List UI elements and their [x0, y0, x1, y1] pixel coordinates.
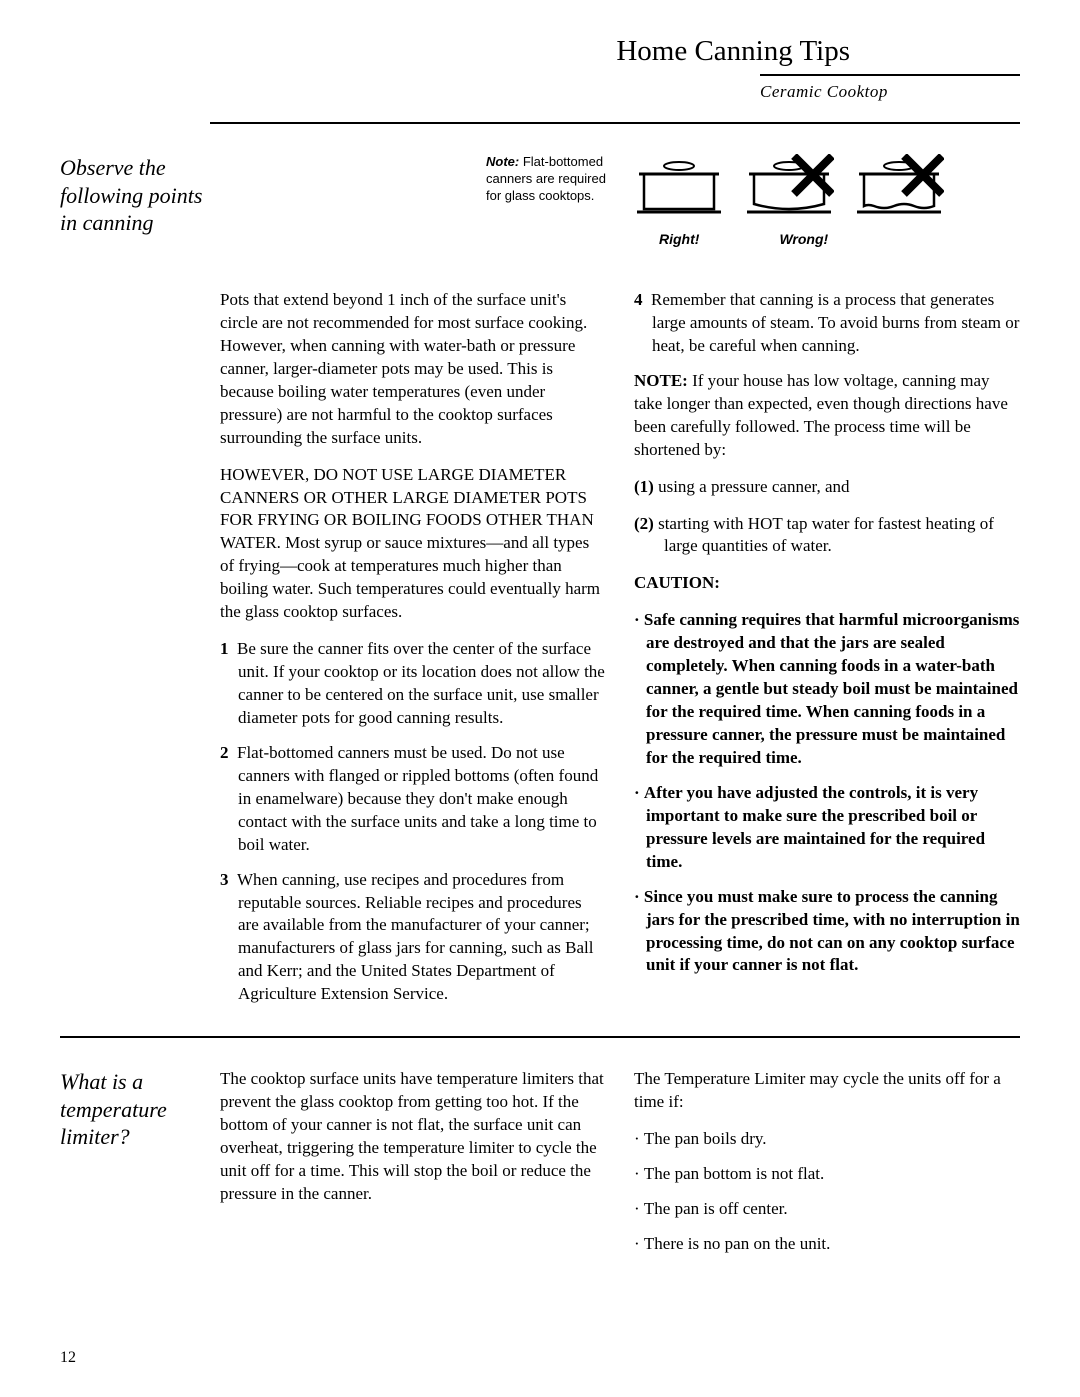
- subtitle-wrap: Ceramic Cooktop: [60, 74, 1020, 102]
- caution-text: Since you must make sure to process the …: [644, 887, 1020, 975]
- bullet-text: The pan bottom is not flat.: [644, 1164, 824, 1183]
- section-heading: Observe the following points in canning: [60, 154, 210, 237]
- sub-num: (1): [634, 477, 654, 496]
- note-label: NOTE:: [634, 371, 688, 390]
- caution-item: · Since you must make sure to process th…: [634, 886, 1020, 978]
- sidebar: What is a temperature limiter?: [60, 1068, 220, 1268]
- pot-wrong-icon-1: [744, 154, 834, 219]
- right-label: Right!: [659, 231, 699, 247]
- list-item: 3 When canning, use recipes and procedur…: [220, 869, 606, 1007]
- left-column: The cooktop surface units have temperatu…: [220, 1068, 606, 1268]
- bullet-item: · The pan boils dry.: [634, 1128, 1020, 1151]
- list-item: 1 Be sure the canner fits over the cente…: [220, 638, 606, 730]
- note-label: Note:: [486, 154, 519, 169]
- sub-item: (2) starting with HOT tap water for fast…: [634, 513, 1020, 559]
- bullet-text: There is no pan on the unit.: [644, 1234, 831, 1253]
- para: The cooktop surface units have temperatu…: [220, 1068, 606, 1206]
- para: Pots that extend beyond 1 inch of the su…: [220, 289, 606, 450]
- list-item: 4 Remember that canning is a process tha…: [634, 289, 1020, 358]
- caution-item: · After you have adjusted the controls, …: [634, 782, 1020, 874]
- list-text: When canning, use recipes and procedures…: [237, 870, 593, 1004]
- list-text: Remember that canning is a process that …: [651, 290, 1019, 355]
- divider: [210, 122, 1020, 124]
- sub-item: (1) using a pressure canner, and: [634, 476, 1020, 499]
- section-content: The cooktop surface units have temperatu…: [220, 1068, 1020, 1268]
- bullet-text: The pan is off center.: [644, 1199, 788, 1218]
- top-row: Note: Flat-bottomed canners are required…: [220, 154, 1020, 247]
- page-header: Home Canning Tips Ceramic Cooktop: [60, 35, 1020, 102]
- sidebar: Observe the following points in canning: [60, 154, 220, 1018]
- bullet-item: · There is no pan on the unit.: [634, 1233, 1020, 1256]
- wrong-label: Wrong!: [779, 231, 828, 247]
- section-limiter: What is a temperature limiter? The cookt…: [60, 1068, 1020, 1268]
- bullet-item: · The pan bottom is not flat.: [634, 1163, 1020, 1186]
- caution-heading: CAUTION:: [634, 572, 1020, 595]
- pot-wrong-icon-2: [854, 154, 944, 219]
- page-title: Home Canning Tips: [616, 35, 1020, 68]
- pot-diagram: [634, 154, 1020, 219]
- section-content: Note: Flat-bottomed canners are required…: [220, 154, 1020, 1018]
- note-text: Note: Flat-bottomed canners are required…: [486, 154, 606, 247]
- bullet-item: · The pan is off center.: [634, 1198, 1020, 1221]
- caution-item: · Safe canning requires that harmful mic…: [634, 609, 1020, 770]
- divider: [60, 1036, 1020, 1038]
- pot-right-icon: [634, 154, 724, 219]
- caution-text: Safe canning requires that harmful micro…: [644, 610, 1019, 767]
- right-column: 4 Remember that canning is a process tha…: [634, 289, 1020, 1018]
- list-text: Flat-bottomed canners must be used. Do n…: [237, 743, 598, 854]
- para: The Temperature Limiter may cycle the un…: [634, 1068, 1020, 1114]
- bullet-text: The pan boils dry.: [644, 1129, 767, 1148]
- sub-num: (2): [634, 514, 654, 533]
- left-column: Pots that extend beyond 1 inch of the su…: [220, 289, 606, 1018]
- right-column: The Temperature Limiter may cycle the un…: [634, 1068, 1020, 1268]
- section-heading: What is a temperature limiter?: [60, 1068, 210, 1151]
- caution-text: After you have adjusted the controls, it…: [644, 783, 985, 871]
- para: HOWEVER, DO NOT USE LARGE DIAMETER CANNE…: [220, 464, 606, 625]
- section-canning: Observe the following points in canning …: [60, 154, 1020, 1018]
- sub-text: starting with HOT tap water for fastest …: [658, 514, 994, 556]
- note-text: If your house has low voltage, canning m…: [634, 371, 1008, 459]
- page-subtitle: Ceramic Cooktop: [760, 82, 888, 101]
- list-item: 2 Flat-bottomed canners must be used. Do…: [220, 742, 606, 857]
- page-number: 12: [60, 1349, 76, 1367]
- sub-text: using a pressure canner, and: [658, 477, 849, 496]
- list-text: Be sure the canner fits over the center …: [237, 639, 605, 727]
- note-para: NOTE: If your house has low voltage, can…: [634, 370, 1020, 462]
